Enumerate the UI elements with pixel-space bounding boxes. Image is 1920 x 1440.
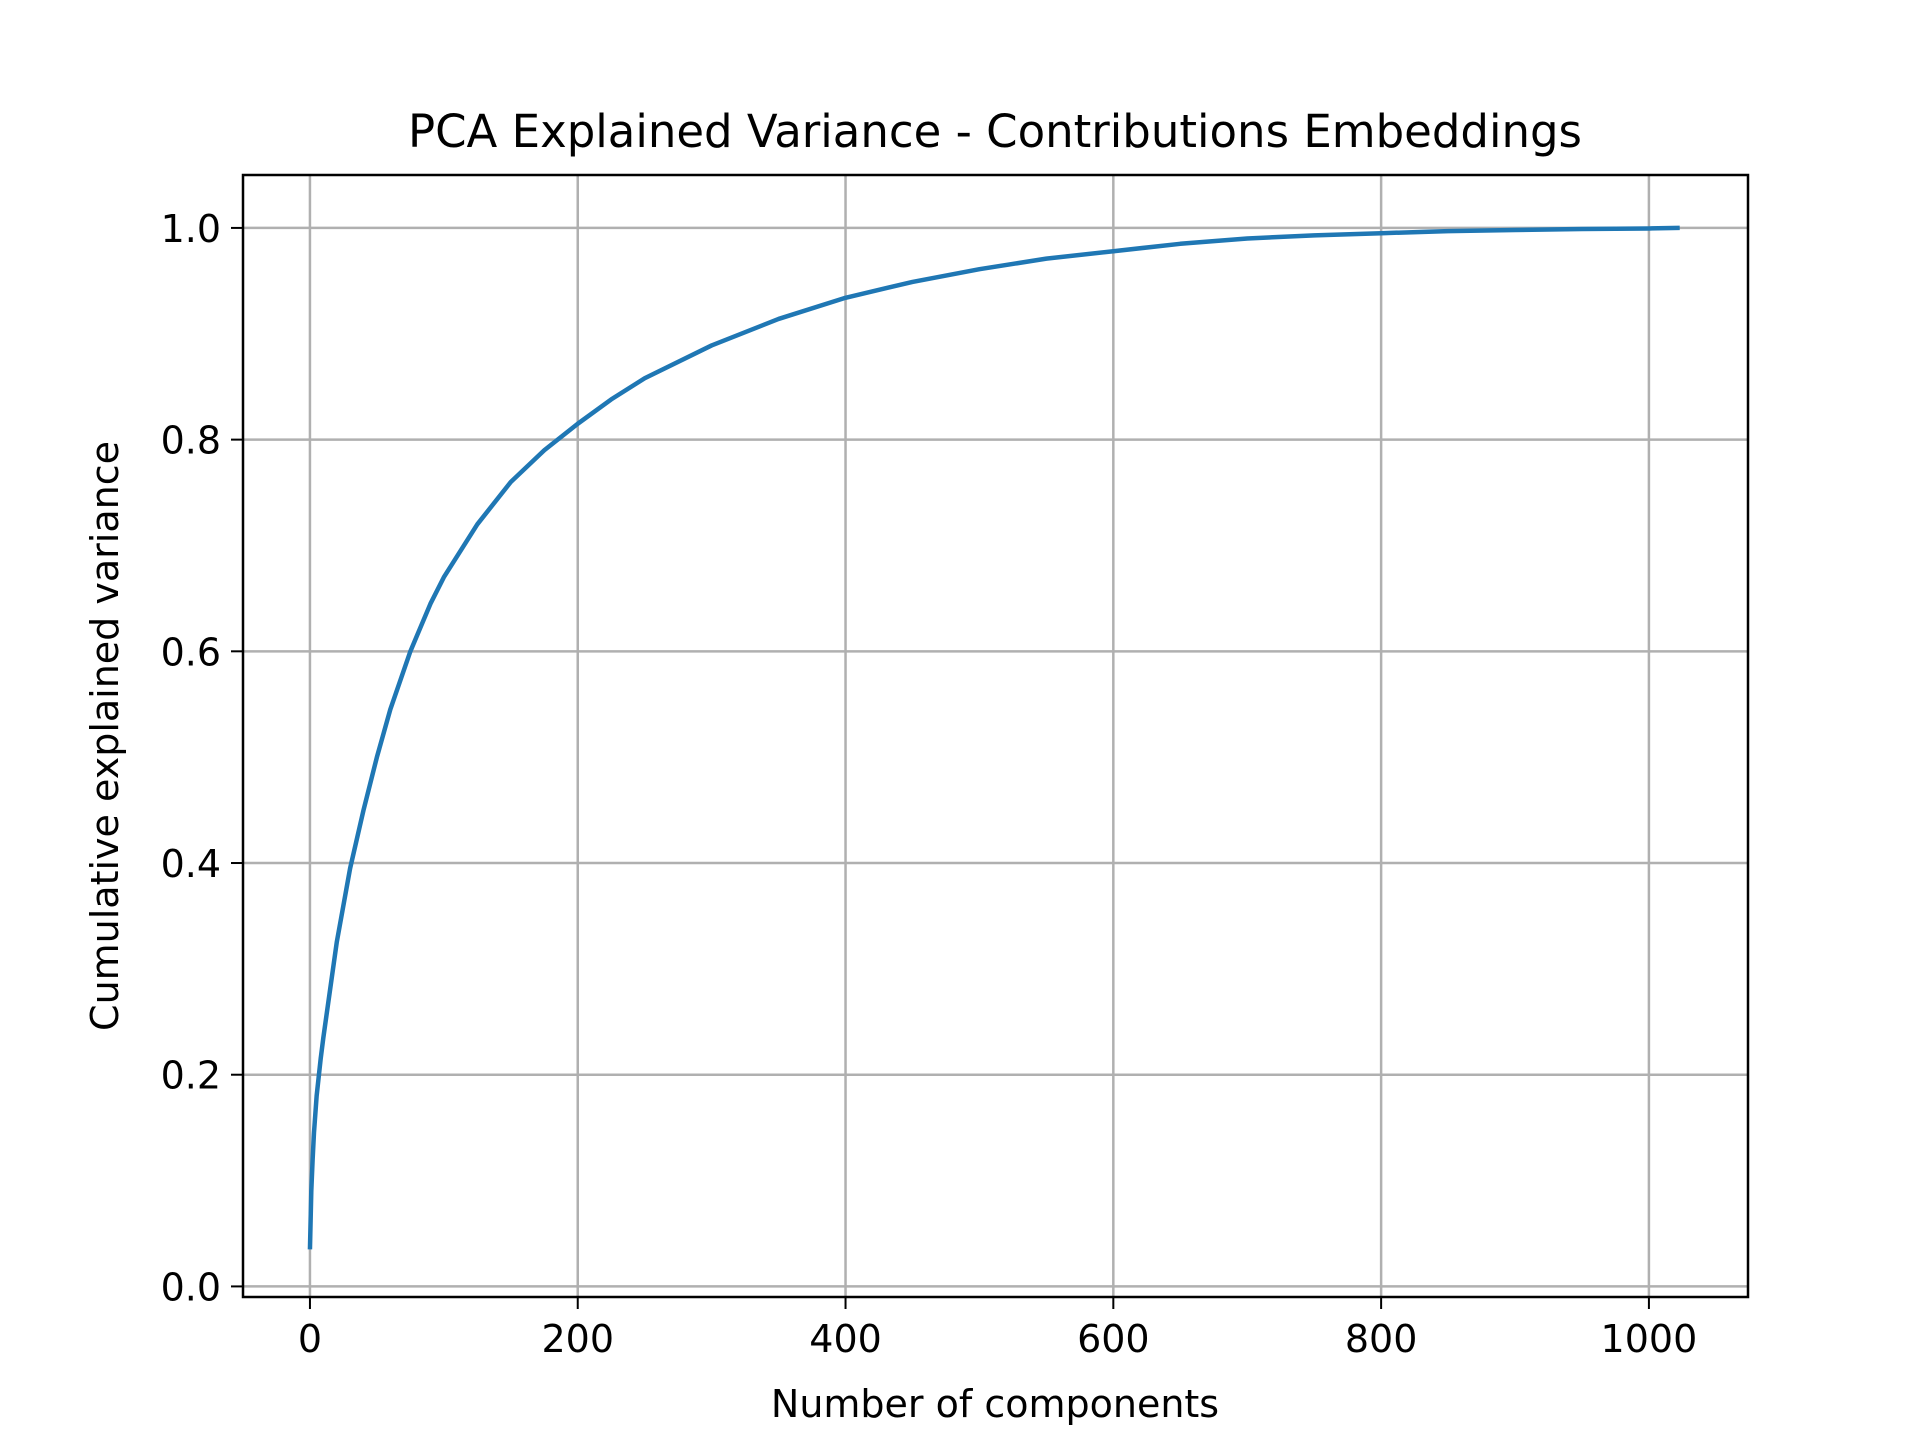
x-tick-label: 0 (298, 1317, 322, 1361)
y-tick-label: 0.0 (161, 1265, 221, 1309)
ticks: 0 200 400 600 800 1000 0.0 0.2 0.4 0.6 0.8 1.0 (161, 207, 1698, 1361)
plot-frame (241, 173, 1750, 1299)
y-axis-label: Cumulative explained variance (83, 441, 127, 1031)
series-line-0 (307, 225, 1680, 1250)
x-tick-label: 200 (541, 1317, 614, 1361)
y-tick-label: 0.2 (161, 1054, 221, 1098)
chart-title: PCA Explained Variance - Contributions E… (408, 105, 1582, 158)
x-tick-label: 1000 (1601, 1317, 1698, 1361)
grid (243, 175, 1748, 1297)
y-tick-label: 0.4 (161, 842, 221, 886)
x-tick-label: 800 (1345, 1317, 1418, 1361)
y-tick-label: 0.6 (161, 630, 221, 674)
x-tick-label: 600 (1077, 1317, 1150, 1361)
y-tick-label: 1.0 (161, 207, 221, 251)
series-layer (307, 225, 1680, 1250)
x-axis-label: Number of components (771, 1382, 1219, 1426)
y-tick-label: 0.8 (161, 419, 221, 463)
x-tick-label: 400 (809, 1317, 882, 1361)
